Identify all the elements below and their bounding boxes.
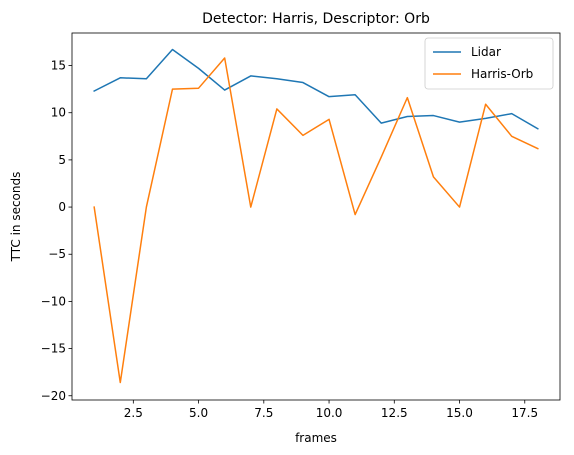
- x-tick-label: 15.0: [446, 406, 473, 420]
- y-axis-label: TTC in seconds: [9, 172, 23, 263]
- legend-label-lidar: Lidar: [471, 45, 501, 59]
- y-tick-label: 10: [51, 106, 66, 120]
- y-tick-label: −10: [41, 294, 66, 308]
- y-tick-label: −20: [41, 389, 66, 403]
- series-line-lidar: [93, 48, 539, 130]
- y-tick-label: 0: [58, 200, 66, 214]
- y-tick-label: −5: [48, 247, 66, 261]
- legend-label-harris-orb: Harris-Orb: [471, 67, 533, 81]
- x-axis-ticks: 2.5 5.0 7.5 10.0 12.5 15.0 17.5: [124, 400, 538, 420]
- chart-title: Detector: Harris, Descriptor: Orb: [202, 11, 430, 27]
- legend: Lidar Harris-Orb: [424, 37, 554, 90]
- series-layer: [93, 48, 539, 384]
- y-tick-label: 5: [58, 153, 66, 167]
- x-tick-label: 2.5: [124, 406, 143, 420]
- y-axis-ticks: −20 −15 −10 −5 0 5 10 15: [41, 59, 72, 403]
- x-tick-label: 17.5: [511, 406, 538, 420]
- x-tick-label: 12.5: [381, 406, 408, 420]
- x-axis-label: frames: [295, 431, 337, 445]
- axes-frame: [71, 32, 561, 401]
- y-tick-label: 15: [51, 59, 66, 73]
- y-tick-label: −15: [41, 342, 66, 356]
- series-line-harris-orb: [93, 57, 539, 384]
- x-tick-label: 10.0: [316, 406, 343, 420]
- legend-box: [424, 37, 554, 90]
- x-tick-label: 5.0: [189, 406, 208, 420]
- x-tick-label: 7.5: [254, 406, 273, 420]
